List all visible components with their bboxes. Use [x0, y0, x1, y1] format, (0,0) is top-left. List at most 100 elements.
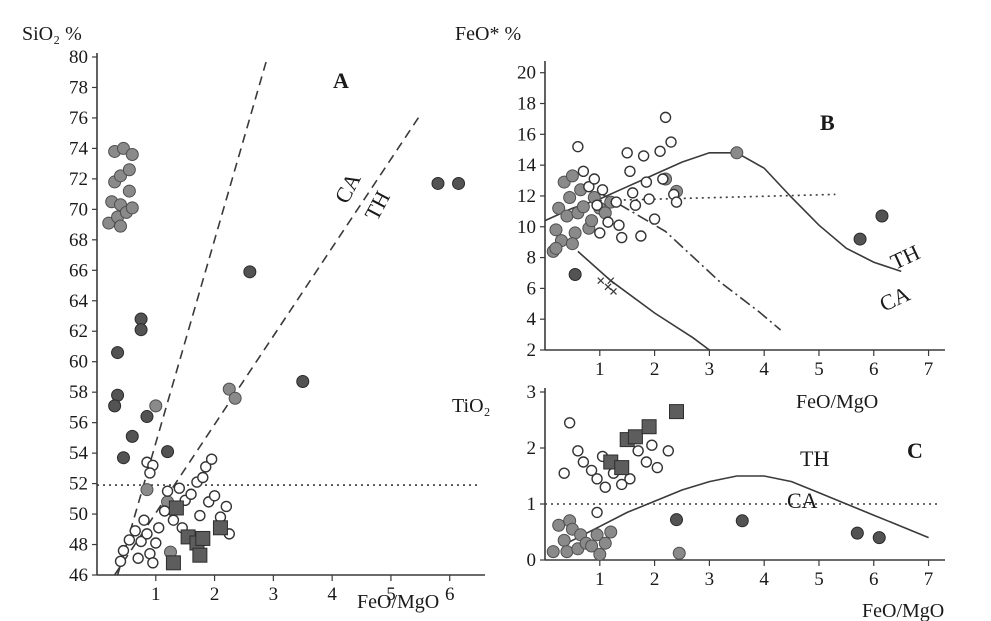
dark-circle-point — [111, 346, 125, 360]
panel-c-xlabel: FeO/MgO — [862, 600, 944, 621]
open-circle-point — [161, 485, 174, 497]
trend-curve — [599, 192, 782, 331]
panel-c: 0 1 2 3 1 2 3 4 5 6 7 TiO₂ FeO/MgO C TH CA — [452, 382, 945, 621]
open-circle-point — [646, 439, 658, 451]
open-circle-point — [117, 544, 130, 557]
open-circle-point — [626, 187, 639, 199]
panel-b-ca-label: CA — [876, 281, 914, 317]
grey-circle-point — [552, 518, 566, 532]
panel-b-xlabel: FeO/MgO — [796, 391, 878, 413]
grey-circle-point — [549, 241, 563, 255]
square-point — [168, 500, 184, 516]
open-circle-point — [572, 445, 584, 457]
x-tick-label: 5 — [386, 584, 396, 605]
dark-circle-point — [735, 514, 749, 528]
open-circle-point — [167, 514, 180, 526]
open-circle-point — [624, 165, 636, 177]
open-circle-point — [640, 456, 653, 468]
y-tick-label: 48 — [69, 535, 88, 556]
y-tick-label: 54 — [69, 443, 89, 464]
open-circle-point — [640, 176, 653, 188]
panel-b-th-label: TH — [887, 239, 924, 274]
y-tick-label: 2 — [527, 340, 537, 361]
y-tick-label: 10 — [517, 217, 536, 238]
grey-circle-point — [565, 237, 579, 251]
y-tick-label: 66 — [69, 260, 88, 281]
open-circle-point — [153, 522, 165, 534]
grey-circle-point — [560, 209, 574, 223]
square-point — [165, 555, 181, 571]
open-circle-point — [665, 136, 677, 148]
grey-circle-point — [585, 539, 599, 553]
open-circle-point — [194, 509, 206, 522]
dark-circle-point — [125, 429, 139, 443]
open-circle-point — [114, 555, 127, 567]
y-tick-label: 52 — [69, 474, 88, 495]
grey-circle-point — [549, 223, 563, 237]
dark-circle-point — [850, 526, 864, 540]
open-circle-point — [591, 506, 603, 519]
open-circle-point — [158, 505, 171, 517]
panel-a-ca-label: CA — [329, 169, 365, 208]
grey-circle-point — [222, 382, 236, 396]
x-tick-label: 2 — [650, 359, 660, 380]
grey-circle-point — [116, 141, 130, 155]
square-point — [192, 547, 208, 563]
panel-a-ylabel: SiO₂ % — [22, 23, 82, 45]
x-tick-label: 1 — [595, 359, 605, 380]
open-circle-point — [662, 445, 674, 457]
y-tick-label: 12 — [517, 186, 536, 207]
dark-circle-point — [872, 531, 886, 545]
open-circle-point — [616, 478, 628, 491]
open-circle-point — [629, 199, 642, 211]
grey-circle-point — [590, 528, 604, 542]
open-circle-point — [585, 464, 598, 477]
open-circle-point — [141, 528, 153, 540]
open-circle-point — [123, 534, 136, 546]
open-circle-point — [208, 490, 221, 502]
grey-circle-point — [125, 201, 139, 215]
grey-circle-point — [598, 536, 612, 550]
panel-c-ca-label: CA — [787, 488, 818, 513]
grey-circle-point — [228, 391, 242, 405]
dark-circle-point — [111, 388, 125, 402]
dark-circle-point — [875, 209, 889, 223]
dark-circle-point — [853, 232, 867, 246]
square-point — [669, 404, 685, 420]
y-tick-label: 2 — [527, 438, 537, 459]
square-point — [212, 520, 228, 536]
open-circle-point — [220, 500, 233, 513]
dark-circle-point — [670, 513, 684, 527]
grey-circle-point — [568, 226, 582, 240]
square-point — [614, 460, 630, 476]
grey-circle-point — [552, 201, 566, 215]
panel-a-th-label: TH — [359, 187, 395, 225]
open-circle-point — [616, 231, 628, 244]
open-circle-point — [135, 535, 147, 548]
open-circle-point — [657, 173, 669, 185]
open-circle-point — [577, 165, 590, 177]
panel-c-plot: 0 1 2 3 1 2 3 4 5 6 7 — [527, 382, 945, 590]
y-tick-label: 74 — [69, 138, 89, 159]
open-circle-point — [594, 227, 606, 239]
open-circle-point — [591, 473, 603, 485]
open-circle-point — [147, 557, 159, 569]
x-tick-label: 4 — [759, 359, 769, 380]
open-circle-point — [621, 147, 633, 159]
open-circle-point — [197, 471, 209, 484]
x-tick-label: 4 — [759, 569, 769, 590]
grey-circle-point — [125, 148, 139, 162]
y-tick-label: 6 — [527, 278, 537, 299]
dark-circle-point — [431, 176, 445, 190]
open-circle-point — [637, 150, 650, 162]
panel-a-xlabel: FeO/MgO — [357, 591, 439, 613]
dark-circle-point — [568, 268, 582, 282]
grey-circle-point — [604, 525, 618, 539]
open-circle-point — [144, 467, 156, 479]
x-tick-label: 3 — [705, 569, 715, 590]
